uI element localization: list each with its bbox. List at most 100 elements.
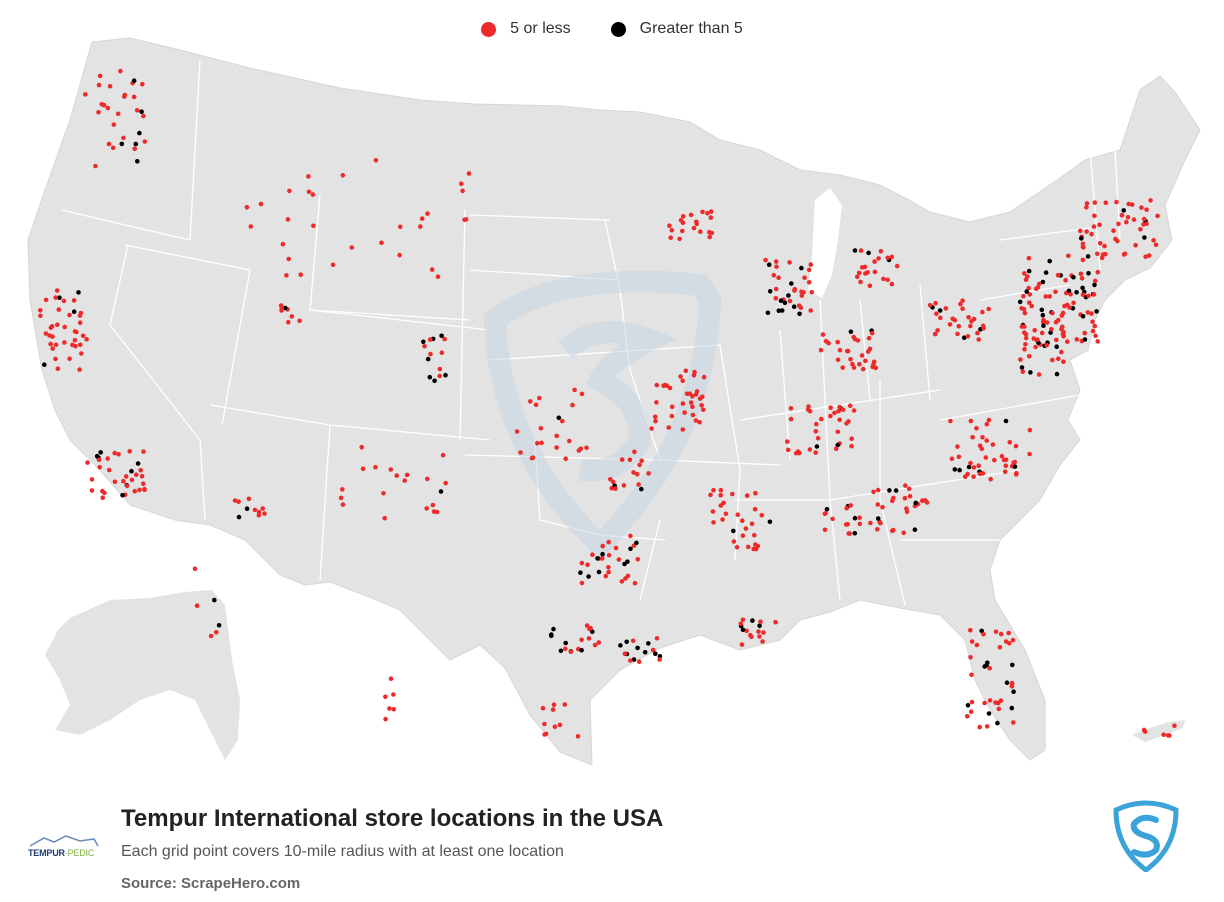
location-dot [391, 707, 397, 712]
location-dot [1056, 356, 1061, 362]
location-dot [1004, 680, 1010, 685]
location-dot [743, 526, 749, 531]
location-dot [135, 159, 140, 164]
location-dot [616, 557, 622, 562]
location-dot [537, 395, 542, 401]
location-dot [330, 262, 336, 268]
location-dot [987, 698, 993, 703]
location-dot [93, 163, 98, 169]
location-dot [792, 288, 797, 293]
location-dot [858, 279, 863, 285]
location-dot [960, 306, 965, 312]
location-dot [1142, 235, 1147, 240]
location-dot [966, 464, 972, 470]
location-dot [1092, 213, 1097, 219]
location-dot [578, 570, 583, 575]
location-dot [807, 447, 813, 452]
location-dot [1017, 299, 1023, 305]
location-dot [67, 356, 72, 362]
location-dot [1082, 337, 1088, 342]
legend-item-greater-than-5: Greater than 5 [610, 20, 743, 38]
location-dot [993, 629, 999, 634]
location-dot [1047, 258, 1052, 264]
location-dot [1028, 370, 1033, 375]
location-dot [785, 439, 790, 444]
location-dot [137, 130, 142, 136]
location-dot [986, 417, 992, 423]
hawaii-islands [1132, 720, 1185, 742]
location-dot [980, 435, 985, 440]
location-dot [1121, 252, 1127, 257]
location-dot [462, 217, 467, 223]
location-dot [1094, 309, 1099, 314]
location-dot [443, 372, 448, 378]
location-dot [1090, 328, 1096, 334]
location-dot [1007, 440, 1013, 445]
location-dot [429, 267, 435, 272]
location-dot [669, 404, 675, 410]
location-dot [1095, 269, 1101, 275]
location-dot [579, 637, 584, 643]
location-dot [1026, 354, 1032, 359]
location-dot [236, 499, 241, 505]
location-dot [1043, 294, 1049, 299]
location-dot [340, 502, 346, 507]
location-dot [1027, 427, 1033, 433]
location-dot [110, 145, 116, 151]
location-dot [690, 404, 695, 410]
location-dot [975, 330, 980, 336]
location-dot [700, 394, 705, 400]
location-dot [1024, 289, 1029, 294]
location-dot [1092, 323, 1098, 329]
location-dot [791, 304, 797, 310]
location-dot [48, 341, 53, 347]
location-dot [971, 465, 977, 470]
location-dot [840, 407, 846, 413]
location-dot [1018, 357, 1023, 362]
location-dot [848, 357, 853, 362]
location-dot [418, 224, 423, 229]
location-dot [1143, 254, 1148, 259]
location-dot [904, 509, 910, 515]
location-dot [586, 574, 591, 579]
location-dot [885, 255, 890, 261]
location-dot [815, 435, 821, 441]
location-dot [422, 344, 427, 349]
location-dot [107, 83, 113, 89]
location-dot [698, 229, 703, 234]
location-dot [1124, 219, 1129, 225]
location-dot [349, 245, 355, 250]
location-dot [639, 458, 644, 464]
location-dot [678, 374, 683, 379]
location-dot [112, 450, 117, 456]
location-dot [907, 493, 913, 499]
location-dot [646, 641, 651, 646]
location-dot [881, 276, 886, 282]
location-dot [773, 296, 779, 301]
location-dot [586, 636, 592, 641]
location-dot [141, 481, 146, 487]
location-dot [572, 387, 577, 393]
location-dot [437, 366, 443, 372]
location-dot [981, 326, 986, 331]
location-dot [560, 418, 565, 424]
location-dot [53, 356, 58, 362]
location-dot [1142, 729, 1148, 734]
location-dot [540, 705, 546, 711]
location-dot [139, 109, 144, 114]
location-dot [668, 235, 673, 240]
location-dot [1054, 371, 1060, 377]
location-dot [731, 528, 736, 534]
location-dot [1040, 279, 1046, 285]
location-dot [360, 466, 366, 472]
red-dot-icon [481, 21, 497, 37]
location-dot [859, 265, 865, 270]
location-dot [870, 364, 875, 370]
location-dot [383, 716, 388, 722]
location-dot [688, 212, 694, 218]
location-dot [786, 293, 791, 298]
location-dot [1116, 221, 1121, 227]
location-dot [889, 281, 895, 287]
location-dot [701, 407, 706, 413]
location-dot [397, 224, 403, 230]
